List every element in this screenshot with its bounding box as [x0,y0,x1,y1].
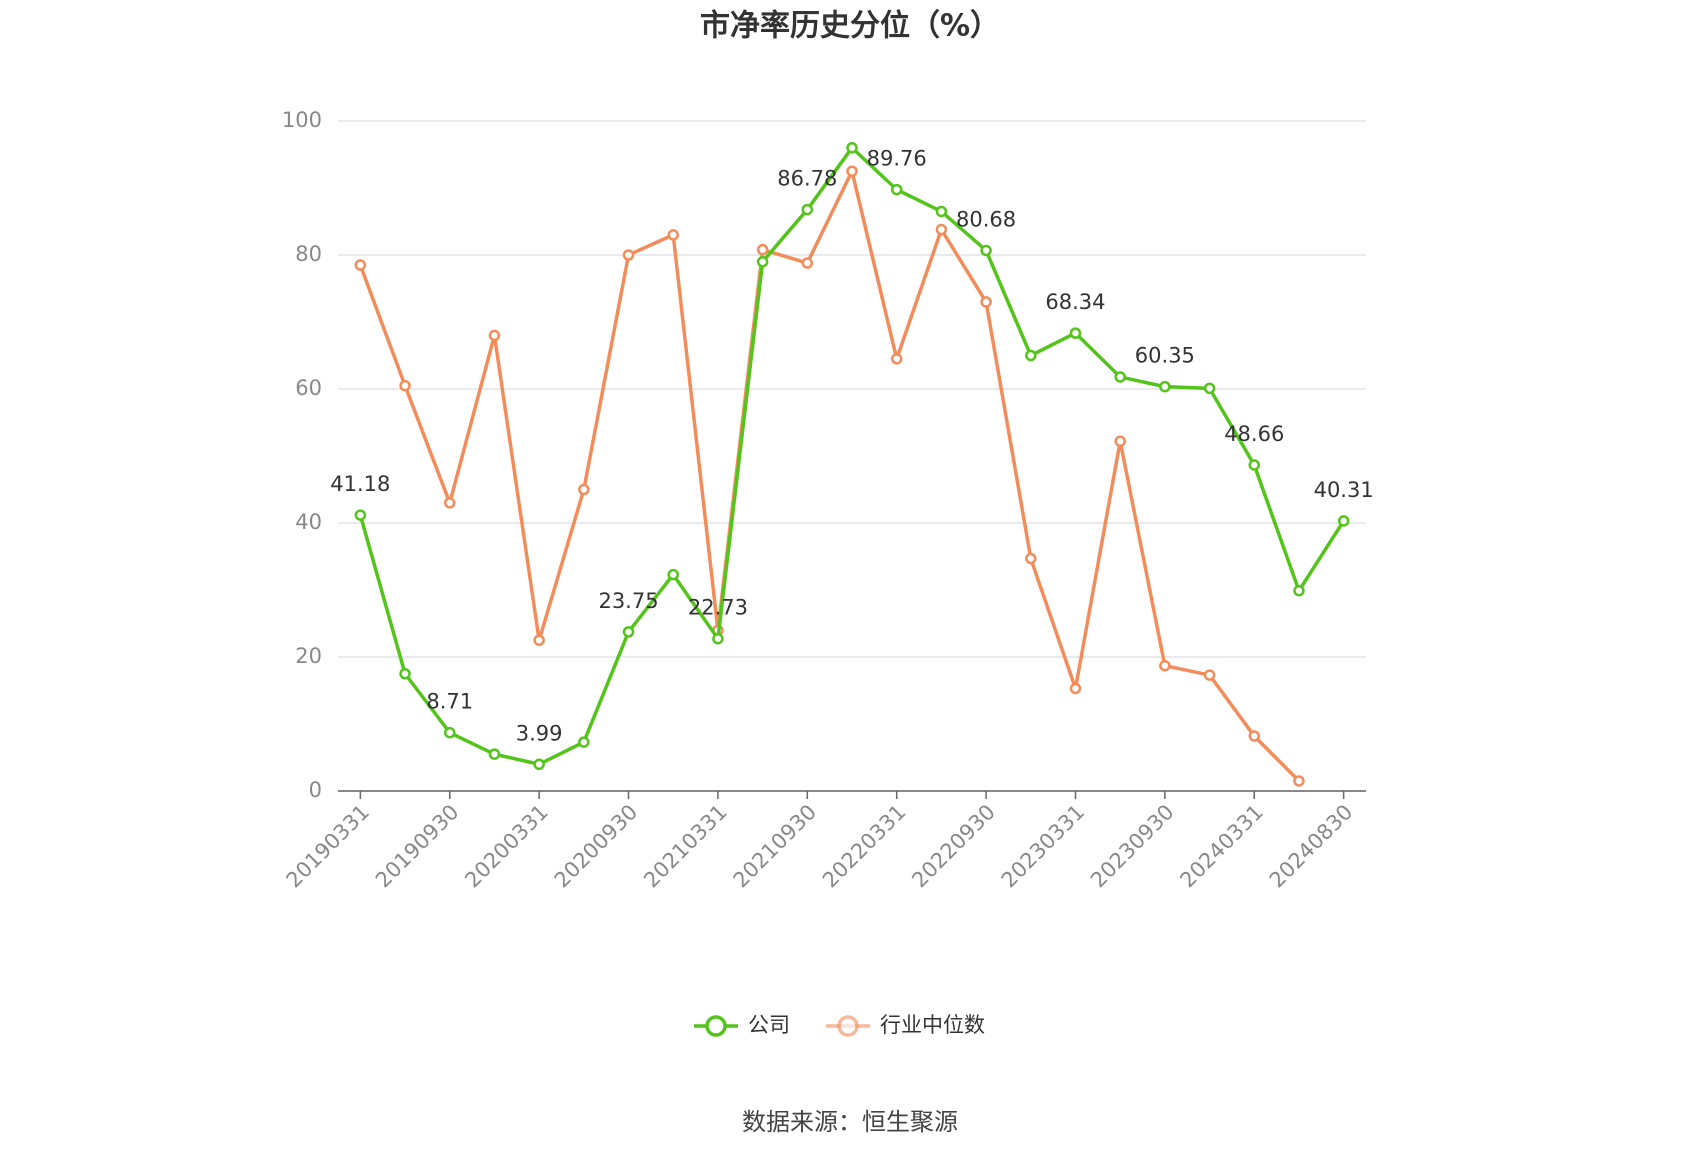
y-tick-label: 0 [309,778,322,802]
source: 数据来源：恒生聚源 [742,1108,958,1136]
point [443,726,456,739]
point [846,142,858,154]
point [667,229,679,241]
point [890,353,903,365]
point [712,632,724,645]
point [1114,371,1126,383]
data-label: 41.18 [330,472,390,496]
data-label: 68.34 [1045,290,1105,314]
data-label: 80.68 [956,207,1016,231]
point [1159,659,1171,672]
point [1293,775,1305,787]
point [1248,459,1261,471]
point [890,183,903,196]
x-tick-label: 20200930 [550,800,643,893]
data-label: 89.76 [867,147,927,171]
point [1203,382,1216,395]
point [533,758,545,771]
point [399,668,411,680]
data-label: 3.99 [516,721,563,745]
point [1337,515,1350,527]
point [935,223,948,236]
point [399,379,411,392]
point [1025,349,1037,362]
legend-item: 公司 [694,1013,790,1037]
data-label: 48.66 [1224,422,1284,446]
legend-marker [705,1015,727,1037]
point [488,329,501,342]
point [578,736,590,748]
legend-label: 行业中位数 [880,1013,985,1037]
point [354,259,367,271]
data-label: 23.75 [598,589,658,613]
legend-label: 公司 [748,1013,790,1037]
point [1159,380,1171,393]
point [1025,552,1037,565]
x-tick-label: 20210331 [639,800,732,893]
point [533,634,545,646]
x-tick-label: 20230331 [997,800,1090,893]
data-label: 40.31 [1314,478,1374,502]
y-tick-label: 40 [295,510,322,534]
point [1203,669,1216,681]
y-tick-label: 60 [295,376,322,400]
point [1248,730,1261,742]
x-tick-label: 20200331 [460,800,553,893]
series-line [358,169,1301,783]
point [1069,327,1082,339]
point [756,255,769,268]
x-tick-label: 20230930 [1086,800,1179,893]
y-tick-label: 100 [282,108,322,132]
point [756,243,769,256]
x-tick-label: 20220930 [907,800,1000,893]
point [1293,584,1305,597]
data-label: 22.73 [688,596,748,620]
point [980,244,992,257]
x-tick-label: 20190930 [371,800,464,893]
data-label: 86.78 [777,167,837,191]
point [980,296,992,308]
point [935,205,948,218]
chart-title: 市净率历史分位（%） [700,9,1000,44]
point [622,626,635,638]
x-tick-label: 20240331 [1175,800,1268,893]
point [1069,682,1082,695]
data-label: 8.71 [426,690,473,714]
point [667,568,679,581]
x-tick-label: 20220331 [818,800,911,893]
point [801,257,814,269]
point [443,497,456,509]
point [622,249,635,261]
point [846,165,858,177]
point [801,203,814,216]
data-label: 60.35 [1135,344,1195,368]
point [354,509,367,521]
legend-marker [837,1015,859,1037]
legend-item: 行业中位数 [826,1013,985,1037]
x-tick-label: 20190331 [282,800,375,893]
point [488,748,501,760]
x-tick-label: 20240830 [1265,800,1358,893]
y-tick-label: 80 [295,242,322,266]
x-tick-label: 20210930 [729,800,822,893]
point [578,483,590,496]
y-tick-label: 20 [295,644,322,668]
point [1114,435,1126,448]
